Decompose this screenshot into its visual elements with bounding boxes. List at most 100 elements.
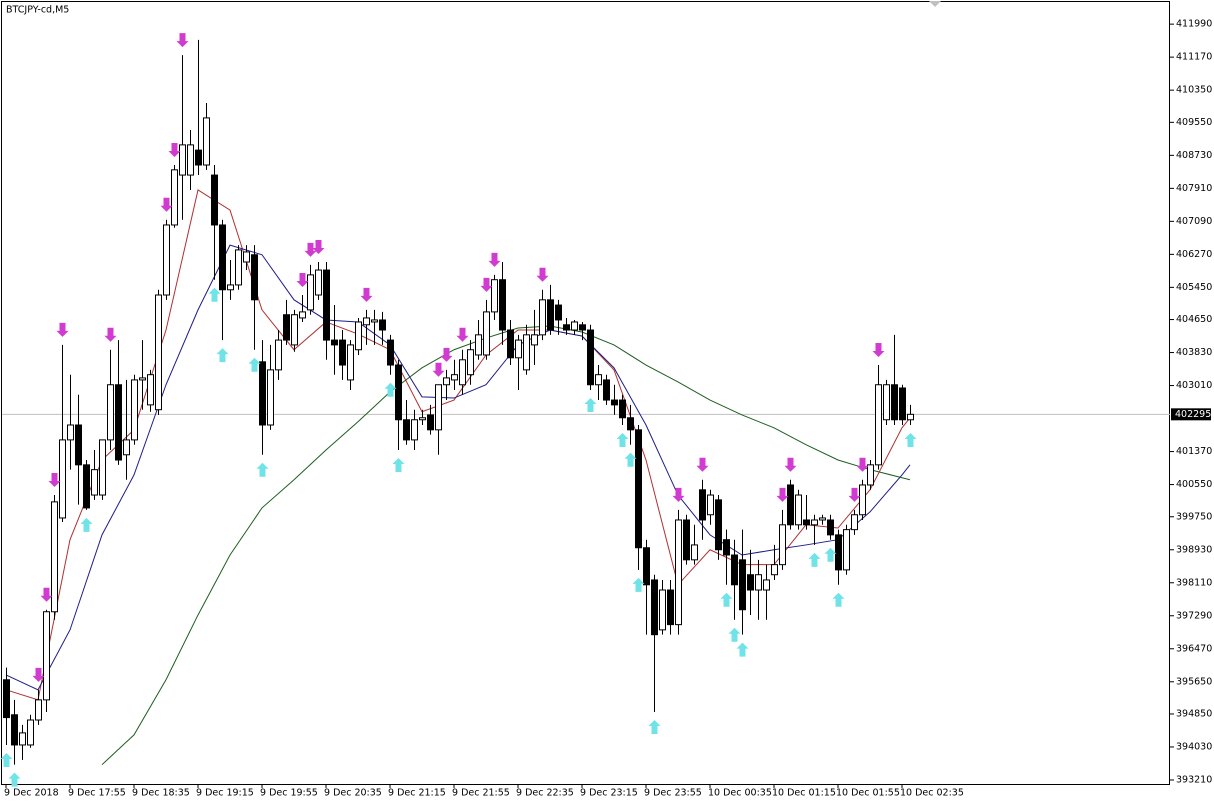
candle-body [251, 254, 258, 301]
candle-body [763, 579, 770, 591]
candle-body [259, 361, 266, 426]
y-tick-label: 400550 [1176, 479, 1212, 490]
candle-body [347, 344, 354, 381]
sell-arrow [488, 252, 501, 267]
x-tick-label: 9 Dec 2018 [4, 788, 59, 799]
candle-body [435, 384, 442, 431]
buy-arrow [728, 627, 741, 642]
candle-body [379, 319, 386, 331]
buy-arrow [384, 382, 397, 397]
buy-arrow [624, 452, 637, 467]
candle-body [323, 269, 330, 341]
x-tick-label: 10 Dec 00:35 [708, 788, 772, 799]
candle-body [163, 224, 170, 296]
candle-body [419, 417, 426, 421]
y-tick-label: 393210 [1176, 774, 1212, 785]
sell-arrow [360, 287, 373, 302]
sell-arrow [160, 197, 173, 212]
sell-arrow [856, 457, 869, 472]
candle-body [355, 321, 362, 351]
sell-arrow [304, 242, 317, 257]
candle-body [683, 519, 690, 561]
buy-arrow [8, 772, 21, 787]
y-tick-label: 407910 [1176, 183, 1212, 194]
candle-body [35, 699, 42, 721]
candle-body [451, 374, 458, 381]
candle-body [795, 494, 802, 526]
candle-body [747, 574, 754, 591]
sell-arrow [168, 143, 181, 158]
buy-arrow [248, 357, 261, 372]
x-tick-label: 9 Dec 22:35 [516, 788, 574, 799]
buy-arrow [0, 752, 13, 767]
candle-body [179, 144, 186, 176]
candle-body [515, 339, 522, 359]
candle-body [387, 339, 394, 366]
y-tick-label: 399750 [1176, 511, 1212, 522]
y-tick-label: 411990 [1176, 19, 1212, 30]
candle-body [491, 279, 498, 313]
candle-body [779, 524, 786, 566]
candle-body [467, 349, 474, 376]
candle-body [123, 439, 130, 456]
buy-arrow [584, 397, 597, 412]
candle-body [155, 294, 162, 411]
candle-body [899, 387, 906, 421]
price-label: 402295 [1175, 409, 1211, 420]
candle-body [907, 413, 914, 421]
candle-body [563, 324, 570, 331]
candle-body [539, 299, 546, 336]
sell-arrow [432, 362, 445, 377]
sell-arrow [872, 343, 885, 358]
candle-body [571, 321, 578, 331]
y-tick-label: 408730 [1176, 150, 1212, 161]
sell-arrow [56, 322, 69, 337]
candle-body [819, 517, 826, 521]
buy-arrow [632, 577, 645, 592]
x-tick-label: 9 Dec 23:15 [580, 788, 638, 799]
candle-body [243, 251, 250, 263]
candle-body [107, 384, 114, 441]
y-tick-label: 397290 [1176, 610, 1212, 621]
candle-body [667, 589, 674, 626]
candle-body [411, 419, 418, 441]
sell-arrow [312, 239, 325, 254]
y-tick-label: 410350 [1176, 85, 1212, 96]
candle-body [139, 377, 146, 381]
candle-body [827, 519, 834, 536]
candle-body [83, 464, 90, 509]
candle-body [691, 544, 698, 561]
candle-body [531, 334, 538, 346]
sell-arrow [104, 327, 117, 342]
candle-body [867, 464, 874, 486]
y-tick-label: 407090 [1176, 216, 1212, 227]
x-tick-label: 9 Dec 19:55 [260, 788, 318, 799]
candle-body [787, 484, 794, 526]
y-tick-label: 394850 [1176, 708, 1212, 719]
candle-body [843, 529, 850, 571]
candle-body [427, 414, 434, 431]
candle-body [91, 469, 98, 496]
chart-title: BTCJPY-cd,M5 [6, 5, 69, 16]
candle-body [315, 269, 322, 296]
buy-arrow [80, 517, 93, 532]
sell-arrow [440, 347, 453, 362]
buy-arrow [808, 552, 821, 567]
candle-body [499, 279, 506, 331]
candle-body [171, 169, 178, 226]
candle-body [659, 589, 666, 631]
candle-body [803, 519, 810, 526]
candle-body [723, 539, 730, 556]
y-tick-label: 403010 [1176, 380, 1212, 391]
buy-arrow [904, 432, 917, 447]
x-tick-label: 9 Dec 23:55 [644, 788, 702, 799]
candle-body [555, 304, 562, 321]
sell-arrow [40, 587, 53, 602]
candle-body [475, 334, 482, 356]
candle-body [699, 489, 706, 521]
candle-body [635, 429, 642, 549]
sell-arrow [784, 457, 797, 472]
sell-arrow [480, 277, 493, 292]
x-tick-label: 9 Dec 21:55 [452, 788, 510, 799]
candle-body [267, 369, 274, 426]
